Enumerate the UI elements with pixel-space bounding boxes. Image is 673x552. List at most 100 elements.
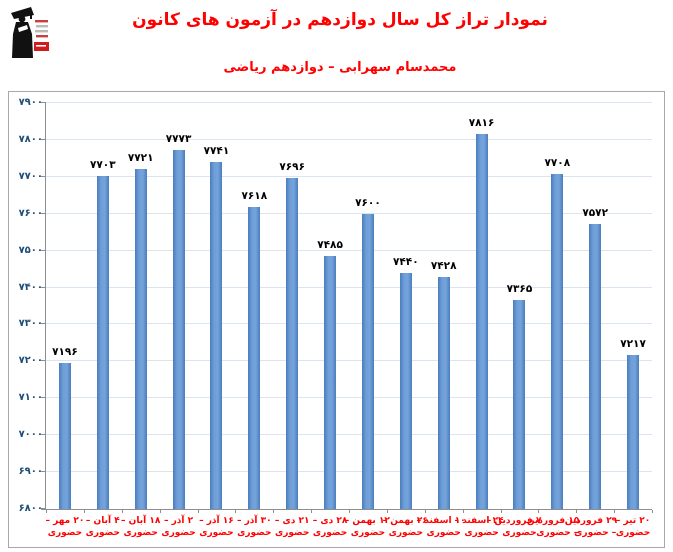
x-axis-label-line: حضوری bbox=[350, 528, 386, 538]
y-axis-tick bbox=[41, 323, 46, 325]
y-axis-tick-label: ۶۸۰۰ bbox=[18, 503, 43, 514]
bar-value-label: ۷۶۹۶ bbox=[279, 161, 306, 174]
y-axis-tick bbox=[41, 212, 46, 214]
x-axis-label: ۱۲ بهمن – حضوری bbox=[344, 515, 390, 539]
x-axis-tick bbox=[386, 510, 388, 513]
bar bbox=[627, 355, 640, 509]
x-axis-label-line: حضوری bbox=[312, 528, 348, 538]
x-axis-label-line: ۲۰ تیر – bbox=[615, 516, 651, 526]
x-axis-label: ۱۰ اسفند – حضوری bbox=[416, 515, 466, 539]
bar-value-label: ۷۸۱۶ bbox=[468, 117, 495, 130]
bar-value-label: ۷۶۰۰ bbox=[355, 196, 381, 209]
x-axis-tick bbox=[500, 510, 502, 513]
chart-subtitle: محمدسام سهرابی – دوازدهم ریاضی bbox=[223, 60, 457, 75]
x-axis-label-line: ۲۸ دی – bbox=[312, 516, 348, 526]
y-axis-tick bbox=[41, 175, 46, 177]
gridline bbox=[46, 434, 652, 436]
x-axis-label-line: حضوری bbox=[161, 528, 196, 538]
y-axis-tick bbox=[41, 508, 46, 509]
x-axis-tick bbox=[424, 510, 426, 513]
x-axis-label: ۲۰ تیر – حضوری bbox=[611, 515, 655, 539]
x-axis-label-line: ۱۸ آبان – bbox=[121, 516, 161, 526]
y-axis-line bbox=[45, 103, 46, 509]
x-axis-label: ۲۰ مهر – حضوری bbox=[43, 515, 87, 539]
x-axis-label-line: حضوری bbox=[85, 528, 121, 538]
y-axis-tick bbox=[41, 434, 46, 436]
bar bbox=[134, 169, 147, 509]
y-axis-tick bbox=[41, 360, 46, 362]
x-axis-label: ۱۵ فروردین – حضوری bbox=[526, 515, 580, 539]
y-axis-tick bbox=[41, 102, 46, 103]
plot-area: ۷۱۹۶ ۷۷۰۳ ۷۷۲۱ ۷۷۷۳ ۷۷۴۱ ۷۶۱۸ ۷۶۹۶ ۷۴۸۵ ۷۶۰۰ ۷۴۴۰… bbox=[41, 102, 653, 513]
y-axis-tick-label: ۷۴۰۰ bbox=[18, 281, 43, 293]
x-axis-label-line: ۱۵ فروردین bbox=[526, 516, 580, 526]
y-axis-tick bbox=[41, 249, 46, 251]
bar-value-label: ۷۷۰۸ bbox=[544, 156, 571, 169]
gridline bbox=[46, 138, 652, 140]
y-axis-tick-label: ۷۸۰۰ bbox=[18, 133, 43, 145]
x-axis-tick bbox=[159, 510, 161, 513]
y-axis-tick-label: ۷۷۰۰ bbox=[18, 170, 43, 182]
bar-value-label: ۷۷۲۱ bbox=[127, 152, 154, 165]
gridline bbox=[46, 397, 652, 399]
x-axis-label-line: ۲۶ بهمن – bbox=[382, 516, 428, 526]
bar bbox=[399, 272, 412, 509]
x-axis-labels: ۲۰ مهر – حضوری ۴ آبان – حضوری ۱۸ آبان – حضوری… bbox=[43, 515, 655, 545]
x-axis-label-line: – حضوری bbox=[574, 528, 617, 538]
x-axis-label-line: حضوری bbox=[502, 528, 537, 538]
x-axis-line bbox=[41, 509, 652, 510]
bar bbox=[513, 300, 526, 509]
x-axis-label: ۲۹ فروردین – حضوری bbox=[565, 515, 618, 539]
bar bbox=[475, 134, 488, 509]
x-axis-label-line: ۱۲ بهمن – bbox=[344, 516, 390, 526]
bar-value-label: ۷۴۴۰ bbox=[392, 255, 419, 268]
x-axis-tick bbox=[462, 510, 464, 513]
bar-value-label: ۷۴۸۵ bbox=[317, 239, 343, 252]
kanoon-ghalamchi-logo bbox=[8, 4, 50, 62]
x-axis-label-line: حضوری bbox=[615, 528, 651, 538]
bar bbox=[96, 175, 109, 509]
x-axis-label-line: حضوری bbox=[274, 528, 310, 538]
x-axis-label-line: حضوری bbox=[237, 528, 272, 538]
bar-value-label: ۷۴۲۸ bbox=[430, 260, 457, 273]
x-axis-label: ۱۶ آذر – حضوری bbox=[194, 515, 238, 539]
x-axis-tick bbox=[273, 510, 275, 513]
bar bbox=[172, 149, 185, 509]
y-axis-tick bbox=[41, 138, 46, 140]
x-axis-tick bbox=[235, 510, 237, 513]
bar bbox=[58, 362, 71, 509]
bar bbox=[551, 173, 564, 509]
x-axis-tick bbox=[576, 510, 578, 513]
x-axis-tick bbox=[197, 510, 199, 513]
y-axis-tick-label: ۶۹۰۰ bbox=[18, 466, 43, 478]
x-axis-label-line: ۱۰ اسفند – bbox=[416, 516, 466, 526]
bar-value-label: ۷۷۰۳ bbox=[89, 158, 116, 171]
gridline bbox=[46, 212, 652, 214]
x-axis-label-line: ۷ فروردین – bbox=[486, 516, 542, 526]
chart-area: ۷۱۹۶ ۷۷۰۳ ۷۷۲۱ ۷۷۷۳ ۷۷۴۱ ۷۶۱۸ ۷۶۹۶ ۷۴۸۵ ۷۶۰۰ ۷۴۴۰… bbox=[8, 91, 665, 548]
bar bbox=[361, 213, 374, 509]
x-axis-label-line: ۱۶ آذر – bbox=[199, 516, 234, 526]
x-axis-label-line: حضوری bbox=[464, 528, 499, 538]
x-axis-tick bbox=[46, 510, 47, 513]
bar-value-label: ۷۳۶۵ bbox=[506, 283, 533, 296]
gridline bbox=[46, 360, 652, 362]
gridline bbox=[46, 102, 652, 103]
x-axis-label-line: حضوری bbox=[123, 528, 158, 538]
bar-value-label: ۷۵۷۲ bbox=[582, 207, 609, 220]
x-axis-label-line: – حضوری bbox=[536, 528, 579, 538]
gridline bbox=[46, 175, 652, 177]
x-axis-label: ۲۴ اسفند – حضوری bbox=[455, 515, 504, 539]
x-axis-label-line: ۴ آبان – bbox=[85, 516, 120, 526]
gridline bbox=[46, 286, 652, 288]
y-axis-tick-label: ۷۳۰۰ bbox=[18, 318, 43, 330]
bar-value-label: ۷۷۷۳ bbox=[165, 132, 192, 145]
y-axis-tick-label: ۷۹۰۰ bbox=[18, 97, 43, 108]
y-axis-tick bbox=[41, 397, 46, 399]
gridline bbox=[46, 249, 652, 251]
x-axis-label-line: ۲۱ دی – bbox=[274, 516, 310, 526]
x-axis-label-line: ۲۰ مهر – bbox=[45, 516, 85, 526]
x-axis-label: ۳۰ آذر – حضوری bbox=[232, 515, 276, 539]
y-axis-tick-label: ۷۵۰۰ bbox=[18, 244, 43, 256]
